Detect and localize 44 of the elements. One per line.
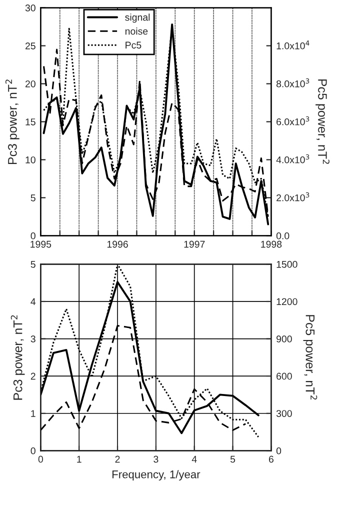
y-tick-label: 1 [31,410,36,417]
y2-tick-label: 900 [276,336,292,342]
y2-tick-label: 0 [276,447,282,454]
y-tick-label: 2 [30,372,36,380]
y-tick-label: 3 [30,336,36,342]
x-tick-label: 3 [154,456,158,463]
y2-tick-label: 8.0x10$^{3}$ [276,78,310,88]
y-tick-label: 5 [30,194,36,202]
y2-axis-title: Pc5 power, nT$^{2}$ [303,315,318,400]
legend-label: noise [125,28,148,35]
y-tick-label: 0 [30,447,36,454]
y-tick-label: 25 [25,42,36,50]
x-tick-label: 5 [230,456,236,463]
y2-tick-label: 2.0x10$^{3}$ [276,192,310,202]
y-tick-label: 4 [30,298,36,305]
y2-tick-label: 600 [276,372,292,380]
x-tick-label: 1 [77,456,82,463]
legend-label: Pc5 [126,42,142,49]
y-axis-title: Pc3 power, nT$^{2}$ [10,315,25,400]
y2-tick-label: 1500 [276,260,298,268]
y2-tick-label: 4.0x10$^{3}$ [276,154,310,164]
x-tick-label: 1996 [107,240,128,248]
y2-tick-label: 6.0x10$^{3}$ [276,116,310,126]
x-tick-label: 1997 [184,240,205,248]
y-tick-label: 0 [30,232,36,240]
y-axis-title: Pc3 power, nT$^{2}$ [5,80,20,164]
y-tick-label: 30 [25,4,36,12]
y-tick-label: 20 [25,80,36,88]
y2-tick-label: 1200 [276,298,298,306]
x-tick-label: 1995 [30,240,52,248]
y-tick-label: 5 [30,261,36,268]
y-tick-label: 15 [26,118,36,126]
x-tick-label: 2 [115,456,120,463]
y2-axis-title: Pc5 power, nT$^{2}$ [316,79,330,164]
x-tick-label: 6 [268,456,274,463]
y-tick-label: 10 [26,156,36,164]
x-tick-label: 0 [38,456,44,463]
legend-label: signal [125,14,150,23]
x-tick-label: 4 [192,456,197,463]
y2-tick-label: 0.0 [276,232,290,240]
x-axis-title: Frequency, 1/year [112,470,200,480]
x-tick-label: 1998 [261,240,282,248]
y2-tick-label: 1.0x10$^{4}$ [276,40,310,50]
y2-tick-label: 300 [276,410,292,417]
